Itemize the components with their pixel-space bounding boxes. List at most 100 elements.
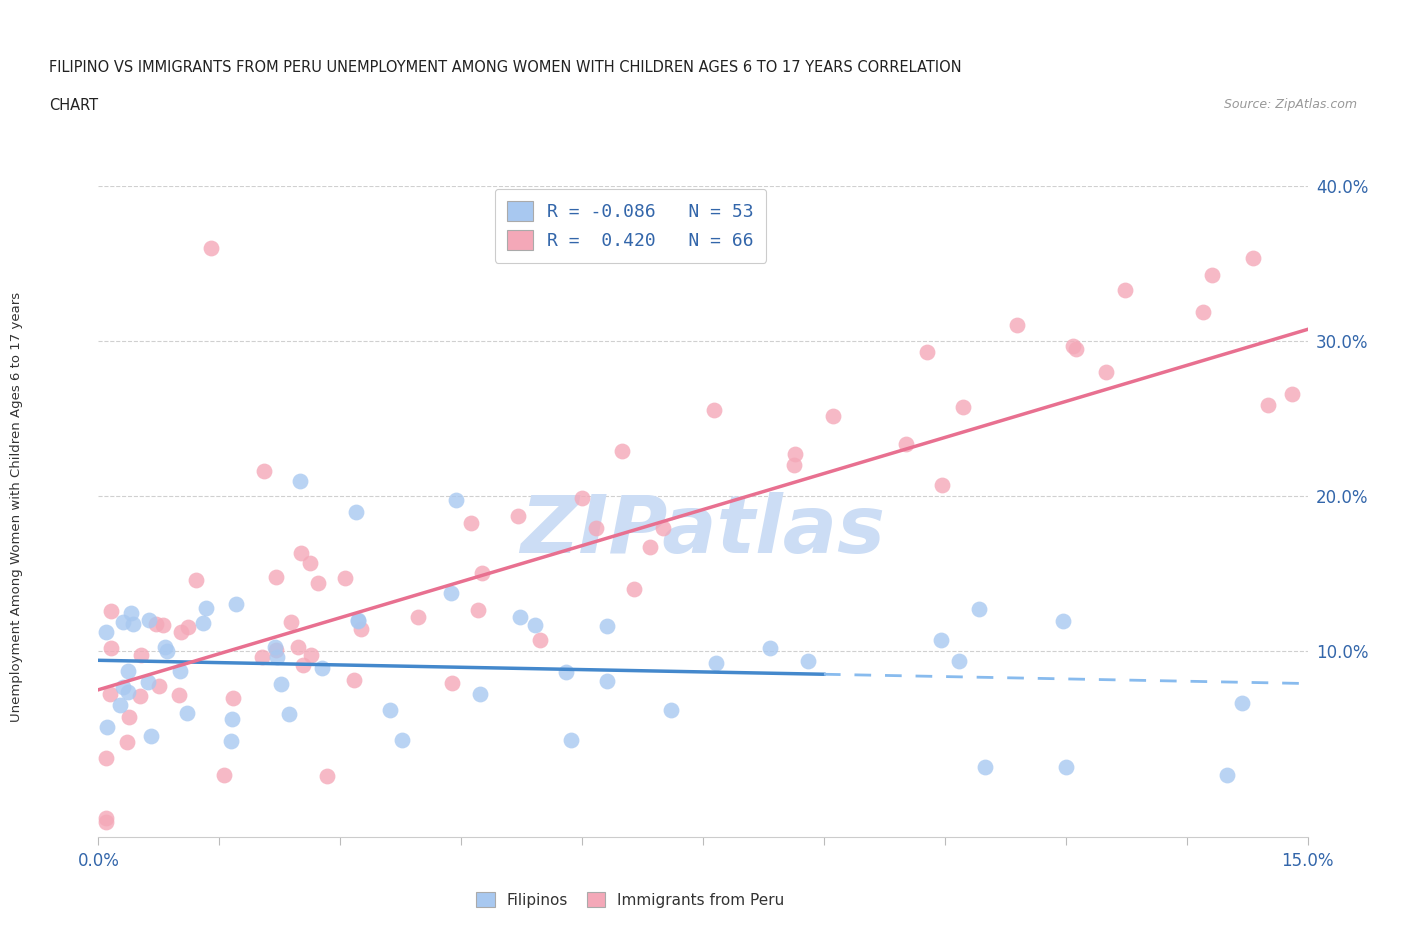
Point bbox=[288, 473, 311, 488]
Point bbox=[112, 680, 135, 695]
Point bbox=[797, 654, 820, 669]
Point bbox=[253, 463, 276, 478]
Point bbox=[96, 720, 118, 735]
Point bbox=[1241, 251, 1264, 266]
Point bbox=[266, 650, 288, 665]
Point bbox=[212, 768, 235, 783]
Point bbox=[200, 241, 222, 256]
Point bbox=[98, 686, 121, 701]
Point bbox=[346, 614, 368, 629]
Point bbox=[186, 573, 208, 588]
Point bbox=[100, 641, 122, 656]
Text: Source: ZipAtlas.com: Source: ZipAtlas.com bbox=[1223, 98, 1357, 111]
Point bbox=[571, 490, 593, 505]
Point bbox=[292, 658, 315, 672]
Point bbox=[759, 641, 782, 656]
Point bbox=[148, 679, 170, 694]
Point bbox=[529, 632, 551, 647]
Point bbox=[96, 811, 118, 826]
Text: ZIPatlas: ZIPatlas bbox=[520, 492, 886, 570]
Point bbox=[554, 665, 576, 680]
Point bbox=[623, 581, 645, 596]
Point bbox=[1054, 760, 1077, 775]
Point bbox=[560, 732, 582, 747]
Point bbox=[460, 516, 482, 531]
Point bbox=[287, 640, 309, 655]
Point bbox=[96, 814, 118, 829]
Point bbox=[225, 597, 247, 612]
Point bbox=[585, 520, 607, 535]
Point bbox=[129, 647, 152, 662]
Point bbox=[195, 601, 218, 616]
Point bbox=[169, 663, 191, 678]
Point bbox=[1281, 387, 1303, 402]
Point bbox=[155, 644, 177, 658]
Point bbox=[440, 676, 463, 691]
Point bbox=[139, 729, 162, 744]
Point bbox=[169, 687, 191, 702]
Point bbox=[1201, 268, 1223, 283]
Point bbox=[1114, 283, 1136, 298]
Point bbox=[122, 616, 145, 631]
Point bbox=[138, 613, 160, 628]
Text: FILIPINO VS IMMIGRANTS FROM PERU UNEMPLOYMENT AMONG WOMEN WITH CHILDREN AGES 6 T: FILIPINO VS IMMIGRANTS FROM PERU UNEMPLO… bbox=[49, 60, 962, 75]
Point bbox=[444, 493, 467, 508]
Point bbox=[931, 477, 953, 492]
Point bbox=[1257, 398, 1279, 413]
Point bbox=[115, 735, 138, 750]
Point bbox=[785, 446, 807, 461]
Point bbox=[347, 613, 370, 628]
Point bbox=[138, 674, 160, 689]
Point bbox=[311, 661, 333, 676]
Point bbox=[117, 664, 139, 679]
Point bbox=[915, 344, 938, 359]
Point bbox=[1066, 341, 1088, 356]
Point bbox=[391, 733, 413, 748]
Point bbox=[506, 508, 529, 523]
Point bbox=[112, 615, 135, 630]
Point bbox=[307, 576, 329, 591]
Point bbox=[783, 458, 806, 472]
Point bbox=[278, 707, 301, 722]
Point bbox=[333, 570, 356, 585]
Point bbox=[280, 614, 302, 629]
Point bbox=[252, 650, 274, 665]
Point bbox=[221, 711, 243, 726]
Point bbox=[100, 604, 122, 618]
Point bbox=[153, 640, 176, 655]
Point bbox=[952, 399, 974, 414]
Point bbox=[440, 586, 463, 601]
Point bbox=[821, 408, 844, 423]
Point bbox=[145, 617, 167, 631]
Point bbox=[931, 632, 953, 647]
Point bbox=[343, 672, 366, 687]
Point bbox=[967, 602, 990, 617]
Text: Unemployment Among Women with Children Ages 6 to 17 years: Unemployment Among Women with Children A… bbox=[10, 292, 24, 722]
Point bbox=[524, 618, 547, 632]
Point bbox=[176, 706, 198, 721]
Point bbox=[298, 555, 321, 570]
Point bbox=[344, 504, 367, 519]
Point bbox=[118, 710, 141, 724]
Point bbox=[610, 444, 633, 458]
Point bbox=[299, 647, 322, 662]
Point bbox=[266, 643, 288, 658]
Point bbox=[704, 656, 727, 671]
Point bbox=[470, 686, 492, 701]
Point bbox=[471, 566, 494, 581]
Point bbox=[96, 751, 118, 765]
Point bbox=[120, 605, 142, 620]
Point bbox=[316, 768, 339, 783]
Point bbox=[406, 609, 429, 624]
Point bbox=[974, 760, 997, 775]
Point bbox=[380, 702, 402, 717]
Point bbox=[652, 520, 675, 535]
Point bbox=[129, 688, 152, 703]
Point bbox=[509, 609, 531, 624]
Legend: Filipinos, Immigrants from Peru: Filipinos, Immigrants from Peru bbox=[470, 886, 790, 914]
Point bbox=[1191, 305, 1213, 320]
Point bbox=[1005, 317, 1028, 332]
Point bbox=[1052, 614, 1074, 629]
Point bbox=[1062, 339, 1084, 354]
Point bbox=[193, 616, 215, 631]
